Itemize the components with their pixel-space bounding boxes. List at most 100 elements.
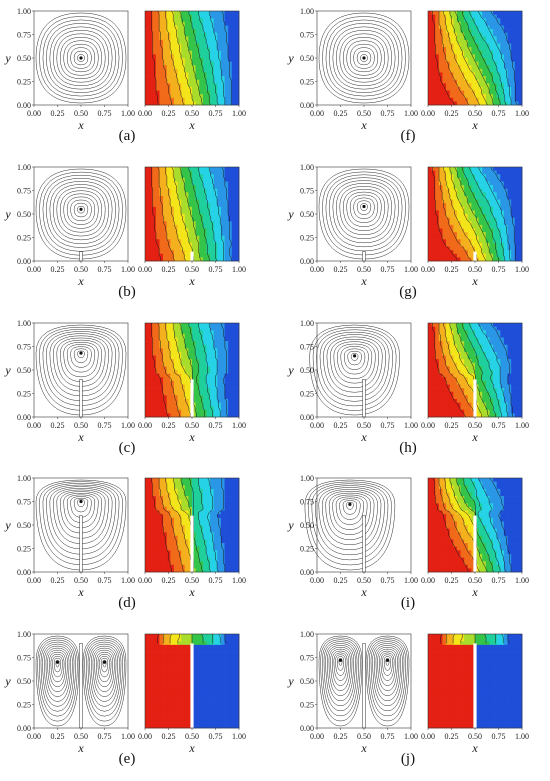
contour-cell [504,44,508,48]
contour-cell [225,87,229,91]
contour-cell [214,410,218,414]
y-tick-label: 0.50 [17,210,31,219]
contour-cell [149,721,153,725]
x-tick-label: 0.00 [27,576,41,585]
contour-cell [163,384,167,388]
contour-cell [206,714,210,718]
contour-cell [428,62,432,66]
contour-cell [210,706,214,710]
contour-cell [181,178,185,182]
contour-cell [511,87,515,91]
contour-cell [196,384,200,388]
contour-cell [225,377,229,381]
contour-cell [181,239,185,243]
contour-cell [145,388,149,392]
contour-cell [167,15,171,19]
contour-cell [178,688,182,692]
contour-cell [439,185,443,189]
contour-cell [228,717,232,721]
contour-cell [145,232,149,236]
contour-cell [199,243,203,247]
contour-cell [511,36,515,40]
contour-cell [221,558,225,562]
contour-cell [432,69,436,73]
contour-cell [181,83,185,87]
contour-cell [228,706,232,710]
contour-cell [457,232,461,236]
contour-cell [196,65,200,69]
contour-cell [493,51,497,55]
contour-cell [486,76,490,80]
contour-cell [181,685,185,689]
contour-cell [221,65,225,69]
contour-cell [497,218,501,222]
contour-cell [432,98,436,102]
contour-cell [497,192,501,196]
contour-cell [228,529,232,533]
contour-cell [508,58,512,62]
contour-cell [152,681,156,685]
contour-cell [156,403,160,407]
contour-cell [225,518,229,522]
contour-cell [515,29,519,33]
contour-cell [156,652,160,656]
contour-cell [199,384,203,388]
contour-cell [432,29,436,33]
contour-cell [225,18,229,22]
contour-cell [515,76,519,80]
contour-cell [174,395,178,399]
contour-cell [468,18,472,22]
contour-cell [174,489,178,493]
contour-cell [149,341,153,345]
contour-cell [145,503,149,507]
contour-cell [435,15,439,19]
contour-cell [163,489,167,493]
contour-cell [170,561,174,565]
contour-cell [163,330,167,334]
contour-cell [228,91,232,95]
contour-cell [156,352,160,356]
contour-cell [228,561,232,565]
contour-cell [217,72,221,76]
contour-cell [232,543,236,547]
contour-cell [464,51,468,55]
contour-cell [497,189,501,193]
contour-cell [206,645,210,649]
contour-cell [185,174,189,178]
contour-cell [152,667,156,671]
contour-cell [149,352,153,356]
contour-cell [156,529,160,533]
contour-cell [225,706,229,710]
contour-cell [170,76,174,80]
contour-cell [156,554,160,558]
contour-cell [453,210,457,214]
contour-cell [185,250,189,254]
contour-cell [468,54,472,58]
contour-cell [149,25,153,29]
contour-cell [468,44,472,48]
y-tick-label: 0.50 [300,54,314,63]
contour-cell [145,22,149,26]
contour-cell [178,663,182,667]
contour-cell [432,83,436,87]
contour-cell [206,239,210,243]
contour-cell [185,69,189,73]
contour-cell [156,547,160,551]
contour-cell [471,181,475,185]
contour-cell [428,11,432,15]
contour-cell [225,65,229,69]
contour-cell [217,218,221,222]
contour-cell [489,83,493,87]
contour-cell [214,207,218,211]
contour-cell [214,692,218,696]
contour-cell [196,337,200,341]
contour-cell [515,15,519,19]
contour-cell [156,525,160,529]
contour-cell [225,670,229,674]
contour-cell [159,710,163,714]
contour-cell [232,634,236,638]
contour-cell [181,399,185,403]
vortex-center [79,56,82,59]
contour-cell [159,543,163,547]
contour-cell [181,503,185,507]
